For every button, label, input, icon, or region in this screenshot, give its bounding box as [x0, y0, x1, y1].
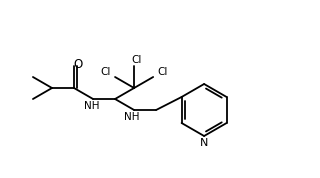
Text: NH: NH — [124, 112, 140, 122]
Text: NH: NH — [84, 101, 100, 111]
Text: O: O — [73, 59, 83, 72]
Text: Cl: Cl — [157, 67, 167, 77]
Text: N: N — [200, 138, 208, 148]
Text: Cl: Cl — [131, 55, 141, 65]
Text: Cl: Cl — [101, 67, 111, 77]
